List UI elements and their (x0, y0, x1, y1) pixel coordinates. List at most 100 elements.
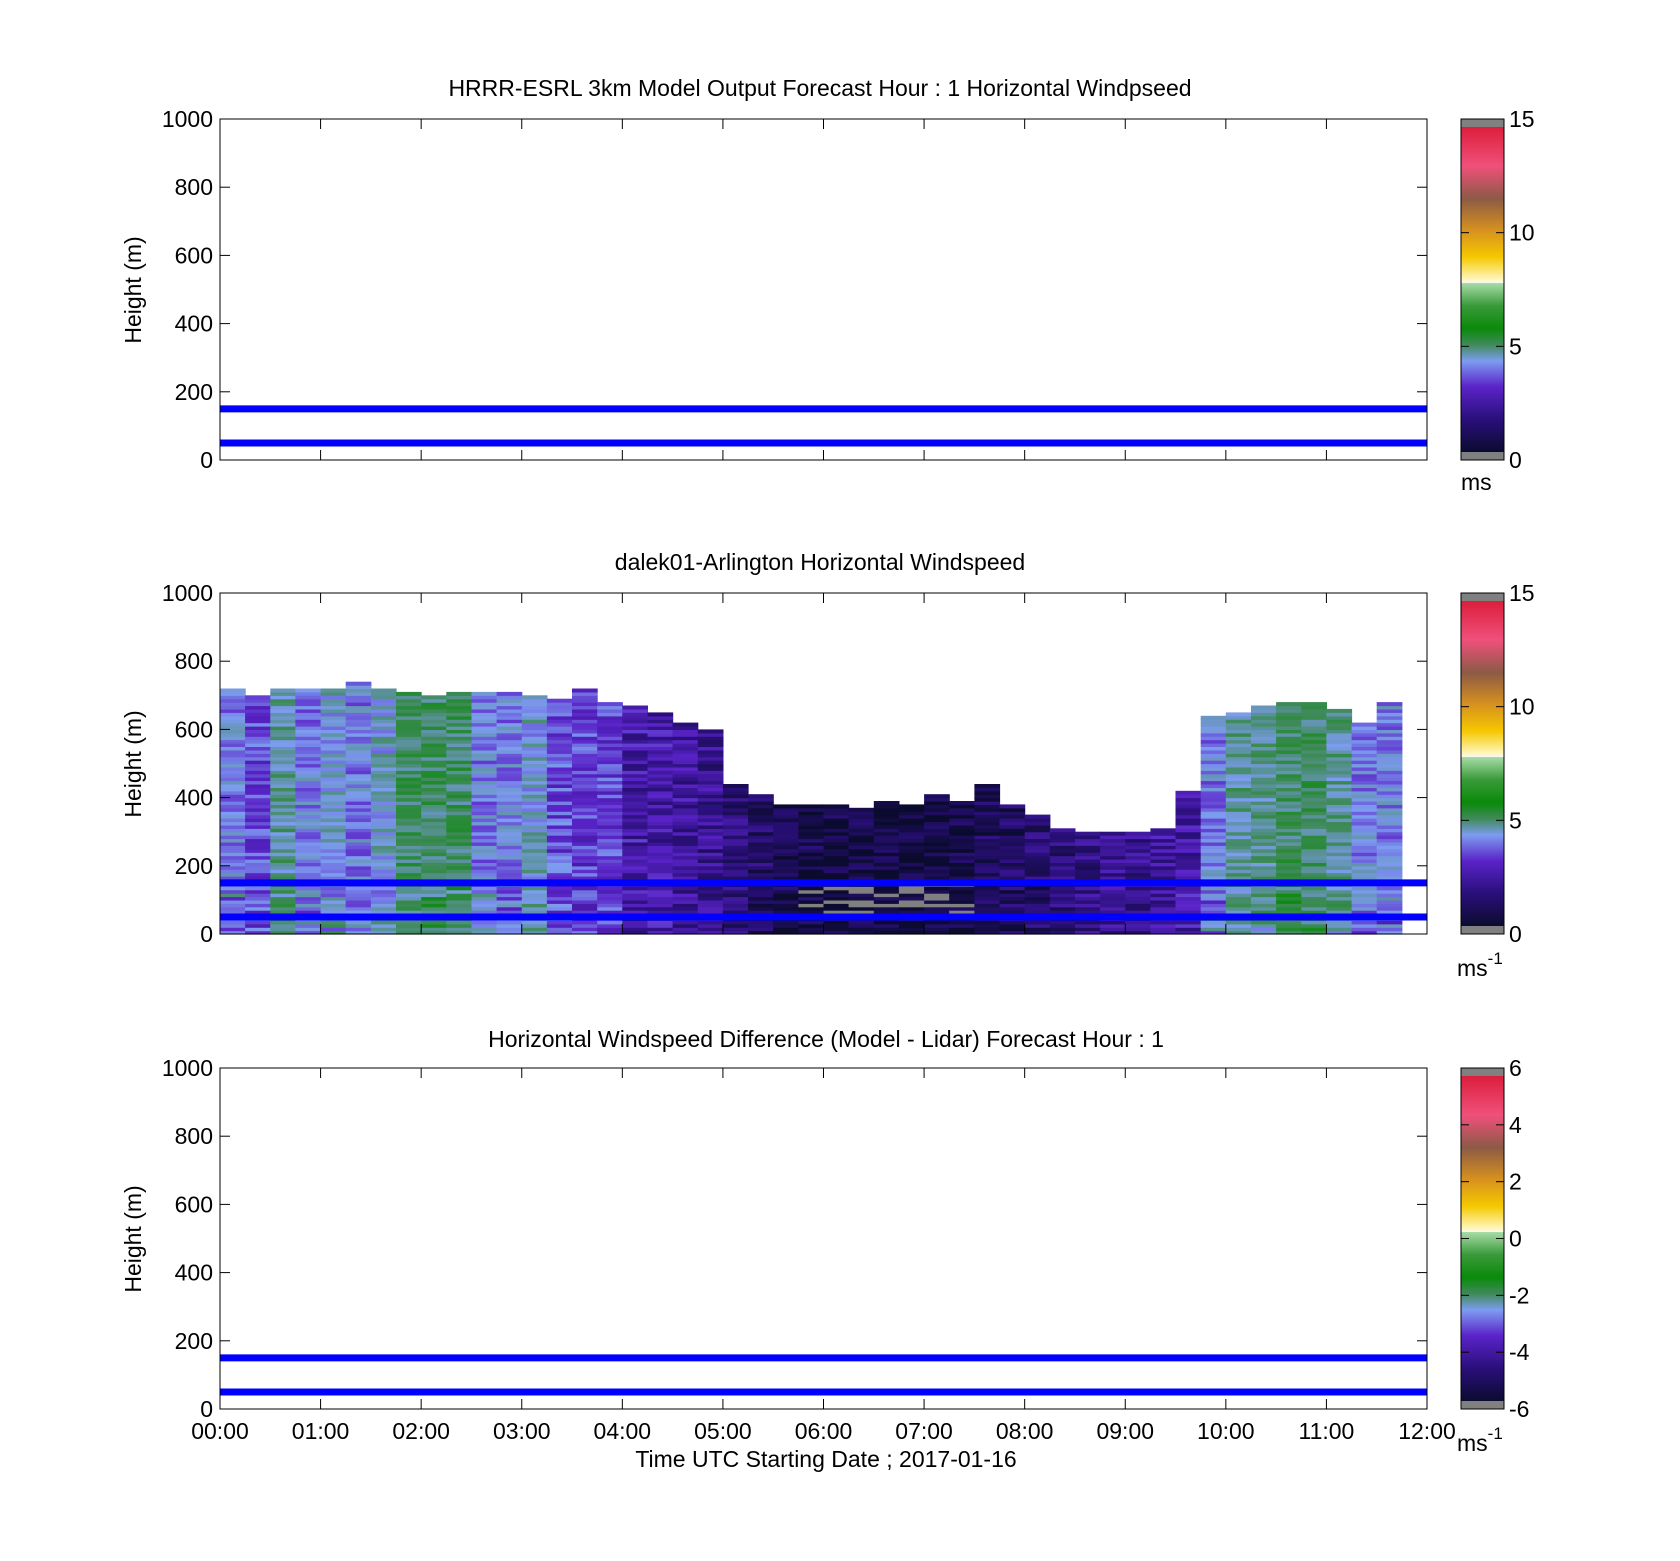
heatmap-cell (270, 708, 296, 713)
heatmap-cell (1175, 910, 1202, 915)
heatmap-cell (295, 896, 322, 901)
heatmap-cell (220, 923, 246, 928)
heatmap-cell (370, 719, 397, 724)
heatmap-cell (421, 876, 447, 880)
heatmap-cell (1049, 859, 1076, 863)
heatmap-cell (245, 824, 271, 829)
heatmap-cell (823, 893, 850, 898)
heatmap-cell (270, 889, 296, 894)
heatmap-cell (1200, 865, 1227, 870)
heatmap-cell (496, 862, 523, 867)
panel-lidar: dalek01-Arlington Horizontal Windspeed 0… (120, 549, 1535, 981)
heatmap-cell (647, 848, 674, 853)
heatmap-cell (1024, 824, 1051, 829)
heatmap-cell (1301, 845, 1327, 850)
heatmap-cell (848, 831, 875, 836)
heatmap-cell (370, 835, 397, 840)
heatmap-cell (999, 930, 1026, 935)
heatmap-cell (1301, 760, 1327, 765)
heatmap-cell (1075, 852, 1101, 857)
heatmap-cell (773, 855, 799, 860)
heatmap-cell (572, 828, 598, 833)
heatmap-cell (320, 869, 347, 874)
x-tick-label: 11:00 (1298, 1418, 1354, 1444)
heatmap-cell (345, 835, 372, 840)
heatmap-cell (546, 852, 573, 857)
heatmap-cell (798, 828, 825, 833)
heatmap-cell (1075, 896, 1101, 901)
heatmap-cell (597, 736, 623, 741)
heatmap-cell (521, 705, 548, 710)
heatmap-cell (873, 903, 900, 908)
heatmap-cell (572, 910, 598, 915)
heatmap-cell (974, 821, 1001, 826)
heatmap-cell (1326, 746, 1353, 751)
heatmap-cell (471, 859, 498, 863)
heatmap-cell (471, 896, 498, 901)
heatmap-cell (421, 787, 447, 792)
heatmap-cell (999, 859, 1026, 863)
heatmap-cell (1125, 893, 1151, 898)
heatmap-cell (848, 865, 875, 870)
heatmap-cell (949, 923, 975, 928)
heatmap-cell (1301, 719, 1327, 724)
heatmap-cell (672, 780, 699, 785)
heatmap-cell (622, 736, 648, 741)
heatmap-cell (496, 811, 523, 816)
heatmap-cell (647, 722, 674, 727)
heatmap-cell (1100, 899, 1126, 904)
heatmap-cell (823, 889, 850, 894)
heatmap-cell (722, 862, 749, 867)
heatmap-cell (446, 719, 472, 724)
heatmap-cell (898, 852, 925, 857)
heatmap-cell (245, 869, 271, 874)
heatmap-cell (396, 722, 422, 727)
heatmap-cell (370, 848, 397, 853)
heatmap-cell (1351, 794, 1378, 799)
heatmap-cell (496, 893, 523, 898)
heatmap-cell (1225, 818, 1252, 823)
heatmap-cell (421, 715, 447, 720)
heatmap-cell (446, 729, 472, 734)
colorbar-tick-label: 15 (1509, 580, 1535, 606)
heatmap-cell (748, 818, 774, 823)
heatmap-cell (697, 780, 724, 785)
heatmap-cell (1351, 862, 1378, 867)
heatmap-cell (1075, 865, 1101, 870)
heatmap-cell (270, 923, 296, 928)
heatmap-cell (1251, 903, 1277, 908)
heatmap-cell (798, 889, 825, 894)
heatmap-cell (546, 763, 573, 768)
heatmap-cell (496, 756, 523, 761)
heatmap-cell (572, 899, 598, 904)
heatmap-cell (1225, 719, 1252, 724)
heatmap-cell (295, 729, 322, 734)
heatmap-cell (697, 784, 724, 788)
heatmap-cell (798, 848, 825, 853)
heatmap-cell (1351, 886, 1378, 891)
x-tick-label: 07:00 (895, 1418, 953, 1444)
heatmap-cell (773, 862, 799, 867)
heatmap-cell (773, 896, 799, 901)
heatmap-cell (1200, 801, 1227, 805)
heatmap-cell (396, 804, 422, 809)
heatmap-cell (1276, 736, 1302, 741)
heatmap-cell (1376, 818, 1403, 823)
heatmap-cell (572, 729, 598, 734)
heatmap-cell (647, 841, 674, 846)
heatmap-cell (773, 930, 799, 935)
heatmap-cell (1276, 906, 1302, 911)
heatmap-cell (1301, 729, 1327, 734)
heatmap-cell (1049, 872, 1076, 877)
heatmap-cell (898, 930, 925, 935)
heatmap-cell (572, 712, 598, 717)
heatmap-cell (270, 715, 296, 720)
heatmap-cell (1125, 927, 1151, 932)
heatmap-cell (370, 780, 397, 785)
heatmap-cell (1276, 722, 1302, 727)
heatmap-cell (1326, 862, 1353, 867)
heatmap-cell (421, 712, 447, 717)
heatmap-cell (823, 821, 850, 826)
heatmap-cell (1225, 777, 1252, 782)
heatmap-cell (1150, 852, 1177, 857)
